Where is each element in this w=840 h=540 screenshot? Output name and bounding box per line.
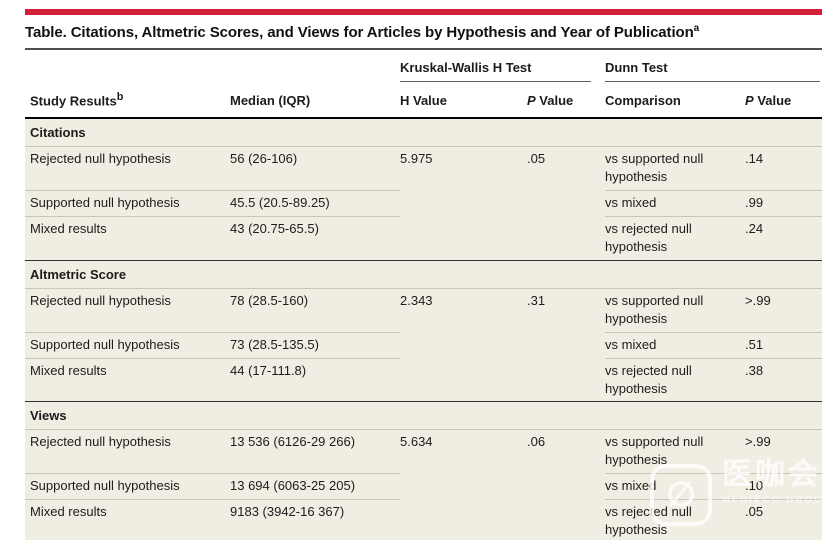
group-header-row: Kruskal-Wallis H Test Dunn Test bbox=[25, 50, 823, 82]
section-altmetric-score: Altmetric Score Rejected null hypothesis… bbox=[25, 259, 823, 402]
study-results-cell: Mixed results bbox=[25, 216, 230, 261]
comparison-cell: vs rejected null hypothesis bbox=[605, 358, 746, 402]
table-header: Kruskal-Wallis H Test Dunn Test Study Re… bbox=[25, 50, 823, 120]
table-row: Supported null hypothesis 13 694 (6063-2… bbox=[25, 473, 823, 501]
table-row: Mixed results 44 (17-111.8) vs rejected … bbox=[25, 358, 823, 402]
h-value-cell: 2.343 bbox=[400, 288, 527, 402]
comparison-cell: vs mixed bbox=[605, 332, 746, 359]
dunn-p-value-cell: .99 bbox=[745, 190, 823, 217]
footnote-marker-b: b bbox=[116, 90, 124, 103]
comparison-cell: vs mixed bbox=[605, 190, 746, 217]
median-cell: 9183 (3942-16 367) bbox=[230, 499, 400, 540]
table-row: Rejected null hypothesis 56 (26-106) 5.9… bbox=[25, 146, 823, 261]
column-header-median: Median (IQR) bbox=[230, 81, 400, 120]
table-title: Table. Citations, Altmetric Scores, and … bbox=[25, 23, 822, 41]
study-results-cell: Supported null hypothesis bbox=[25, 190, 230, 217]
study-results-cell: Mixed results bbox=[25, 499, 230, 540]
table-row: Mixed results 9183 (3942-16 367) vs reje… bbox=[25, 499, 823, 540]
table-row: Rejected null hypothesis 13 536 (6126-29… bbox=[25, 429, 823, 540]
section-views: Views Rejected null hypothesis 13 536 (6… bbox=[25, 401, 823, 540]
column-header-h-value: H Value bbox=[400, 81, 527, 120]
comparison-cell: vs supported null hypothesis bbox=[605, 288, 746, 333]
median-cell: 73 (28.5-135.5) bbox=[230, 332, 400, 359]
section-header-row: Views bbox=[25, 401, 823, 431]
column-header-study-results: Study Resultsb bbox=[25, 81, 230, 120]
median-cell: 13 694 (6063-25 205) bbox=[230, 473, 400, 501]
section-title: Altmetric Score bbox=[25, 259, 823, 289]
study-results-cell: Rejected null hypothesis bbox=[25, 288, 230, 333]
dunn-p-value-cell: .38 bbox=[745, 358, 823, 402]
kw-p-value-cell: .06 bbox=[527, 429, 606, 540]
study-results-cell: Supported null hypothesis bbox=[25, 332, 230, 359]
dunn-p-value-cell: >.99 bbox=[745, 288, 823, 333]
table-row: Mixed results 43 (20.75-65.5) vs rejecte… bbox=[25, 216, 823, 261]
study-results-cell: Mixed results bbox=[25, 358, 230, 402]
value-label: Value bbox=[757, 93, 792, 109]
dunn-p-value-cell: >.99 bbox=[745, 429, 823, 475]
column-header-dunn-p-value: P Value bbox=[745, 81, 823, 120]
median-cell: 44 (17-111.8) bbox=[230, 358, 400, 402]
h-value-cell: 5.975 bbox=[400, 146, 527, 261]
study-results-cell: Rejected null hypothesis bbox=[25, 429, 230, 475]
median-cell: 78 (28.5-160) bbox=[230, 288, 400, 333]
kw-p-value-cell: .05 bbox=[527, 146, 606, 261]
study-results-label: Study Results bbox=[30, 93, 117, 109]
column-header-comparison: Comparison bbox=[605, 81, 746, 120]
median-cell: 13 536 (6126-29 266) bbox=[230, 429, 400, 475]
section-header-row: Altmetric Score bbox=[25, 259, 823, 289]
comparison-cell: vs supported null hypothesis bbox=[605, 429, 746, 475]
h-value-cell: 5.634 bbox=[400, 429, 527, 540]
column-header-row: Study Resultsb Median (IQR) H Value P Va… bbox=[25, 81, 823, 120]
table-row: Supported null hypothesis 45.5 (20.5-89.… bbox=[25, 190, 823, 217]
study-results-cell: Rejected null hypothesis bbox=[25, 146, 230, 192]
comparison-cell: vs rejected null hypothesis bbox=[605, 216, 746, 261]
section-citations: Citations Rejected null hypothesis 56 (2… bbox=[25, 117, 823, 261]
column-group-dunn: Dunn Test bbox=[605, 50, 823, 82]
section-header-row: Citations bbox=[25, 117, 823, 148]
dunn-p-value-cell: .10 bbox=[745, 473, 823, 501]
median-cell: 56 (26-106) bbox=[230, 146, 400, 192]
kw-p-value-cell: .31 bbox=[527, 288, 606, 402]
table-title-text: Table. Citations, Altmetric Scores, and … bbox=[25, 24, 694, 41]
column-group-kruskal-wallis: Kruskal-Wallis H Test bbox=[400, 50, 606, 82]
footnote-marker-a: a bbox=[693, 23, 700, 34]
p-italic: P bbox=[745, 93, 754, 109]
value-label: Value bbox=[539, 93, 574, 109]
dunn-p-value-cell: .24 bbox=[745, 216, 823, 261]
dunn-p-value-cell: .05 bbox=[745, 499, 823, 540]
median-cell: 45.5 (20.5-89.25) bbox=[230, 190, 400, 217]
title-rule bbox=[25, 48, 822, 50]
dunn-p-value-cell: .51 bbox=[745, 332, 823, 359]
comparison-cell: vs rejected null hypothesis bbox=[605, 499, 746, 540]
p-italic: P bbox=[527, 93, 536, 109]
table-row: Rejected null hypothesis 78 (28.5-160) 2… bbox=[25, 288, 823, 402]
study-results-cell: Supported null hypothesis bbox=[25, 473, 230, 501]
section-title: Citations bbox=[25, 117, 823, 148]
section-title: Views bbox=[25, 401, 823, 431]
median-cell: 43 (20.75-65.5) bbox=[230, 216, 400, 261]
kruskal-wallis-group-label: Kruskal-Wallis H Test bbox=[400, 59, 592, 82]
accent-bar bbox=[25, 9, 822, 15]
results-table: Kruskal-Wallis H Test Dunn Test Study Re… bbox=[25, 50, 823, 540]
dunn-p-value-cell: .14 bbox=[745, 146, 823, 192]
table-row: Supported null hypothesis 73 (28.5-135.5… bbox=[25, 332, 823, 359]
comparison-cell: vs mixed bbox=[605, 473, 746, 501]
comparison-cell: vs supported null hypothesis bbox=[605, 146, 746, 192]
column-header-kw-p-value: P Value bbox=[527, 81, 606, 120]
dunn-group-label: Dunn Test bbox=[605, 59, 821, 82]
group-header-spacer bbox=[25, 50, 400, 82]
